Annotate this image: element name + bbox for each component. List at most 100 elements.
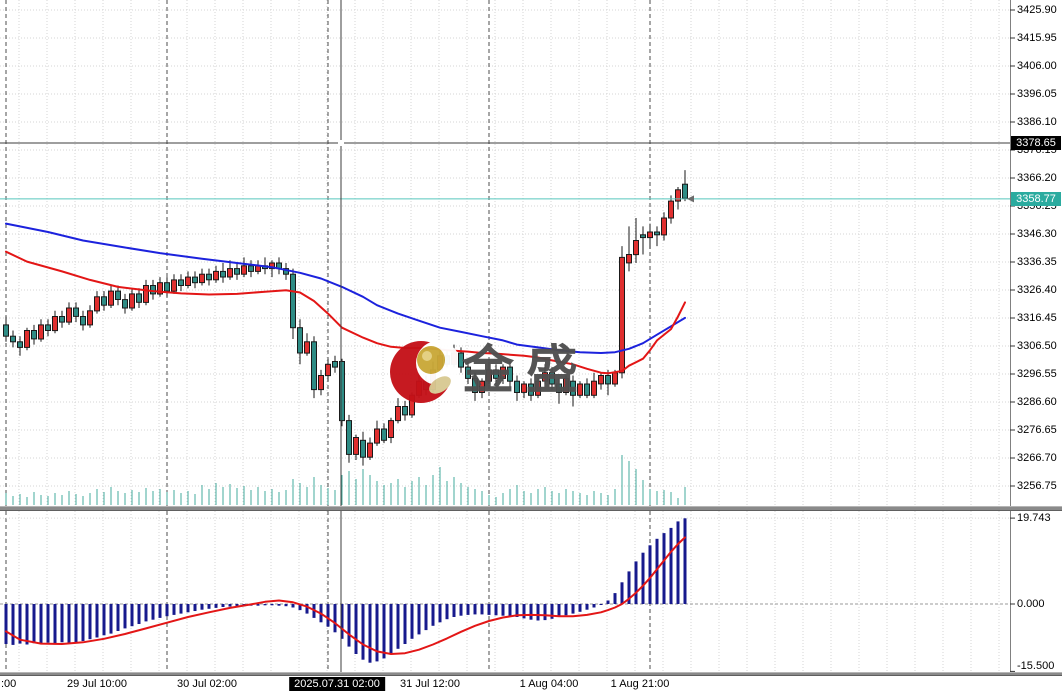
candle xyxy=(570,380,576,396)
macd-histogram-bar xyxy=(354,604,358,654)
candle xyxy=(17,341,23,348)
candle xyxy=(129,293,135,309)
candle xyxy=(45,324,51,331)
macd-histogram-bar xyxy=(655,538,659,605)
macd-histogram-bar xyxy=(123,604,127,629)
macd-histogram-bar xyxy=(46,604,50,643)
candle xyxy=(500,366,506,379)
macd-histogram-bar xyxy=(284,604,288,607)
candle xyxy=(402,406,408,416)
candle xyxy=(66,307,72,323)
macd-zero-label: 0.000 xyxy=(1017,598,1045,610)
macd-histogram-bar xyxy=(683,518,687,604)
macd-histogram-bar xyxy=(270,604,274,606)
candle xyxy=(115,290,121,301)
macd-histogram-bar xyxy=(298,604,302,611)
macd-histogram-bar xyxy=(480,604,484,615)
candle xyxy=(535,380,541,396)
candle xyxy=(269,262,275,270)
candle xyxy=(143,285,149,303)
candle xyxy=(164,282,170,292)
macd-histogram-bar xyxy=(53,604,57,644)
macd-histogram-bar xyxy=(347,604,351,647)
macd-histogram-bar xyxy=(417,604,421,635)
candle xyxy=(577,383,583,396)
candle xyxy=(528,383,534,396)
candle xyxy=(192,276,198,284)
macd-histogram-bar xyxy=(550,604,554,619)
macd-histogram-bar xyxy=(634,561,638,604)
candle xyxy=(171,279,177,292)
candle xyxy=(549,372,555,385)
candle xyxy=(241,265,247,275)
macd-histogram-bar xyxy=(431,604,435,626)
macd-histogram-bar xyxy=(326,604,330,627)
macd-histogram-bar xyxy=(158,604,162,618)
macd-histogram-bar xyxy=(361,604,365,660)
price-axis-label: 3406.00 xyxy=(1017,60,1057,72)
ma-slow-line xyxy=(5,222,686,354)
main-chart-panel[interactable] xyxy=(0,0,1062,506)
candle xyxy=(388,420,394,439)
candle xyxy=(332,361,338,368)
macd-histogram-bar xyxy=(501,604,505,616)
macd-histogram-bar xyxy=(368,604,372,663)
price-axis[interactable]: 3425.90 3415.95 3406.00 3396.05 3386.10 3376.… xyxy=(1010,0,1062,676)
broker-watermark-text: 金盛 xyxy=(462,341,591,401)
macd-histogram-bar xyxy=(445,604,449,620)
macd-histogram-bar xyxy=(536,604,540,621)
crosshair-time-label: 2025.07.31 02:00 xyxy=(289,677,385,691)
candle xyxy=(318,375,324,391)
candle xyxy=(101,296,107,306)
candle xyxy=(654,231,660,236)
macd-histogram-bar xyxy=(4,604,8,644)
candle xyxy=(122,299,128,309)
candle xyxy=(220,270,226,278)
time-axis[interactable]: :00 29 Jul 10:00 30 Jul 02:00 31 Jul 12:00 1… xyxy=(0,676,1062,693)
macd-histogram-bar xyxy=(186,604,190,613)
macd-histogram-bar xyxy=(599,604,603,605)
macd-histogram-bar xyxy=(578,604,582,612)
price-axis-label: 3286.60 xyxy=(1017,396,1057,408)
macd-histogram-bar xyxy=(207,604,211,609)
macd-histogram-bar xyxy=(571,604,575,614)
candle xyxy=(87,310,93,326)
candle xyxy=(521,383,527,393)
macd-histogram-bar xyxy=(235,604,239,607)
candle xyxy=(395,406,401,422)
candle xyxy=(647,231,653,239)
candle xyxy=(24,330,30,348)
macd-histogram-bar xyxy=(340,604,344,639)
macd-histogram-bar xyxy=(543,604,547,621)
time-axis-label: 30 Jul 02:00 xyxy=(177,678,237,690)
macd-histogram-bar xyxy=(256,604,260,606)
candle xyxy=(563,377,569,393)
price-axis-label: 3366.20 xyxy=(1017,172,1057,184)
macd-histogram-bar xyxy=(606,600,610,604)
candle xyxy=(353,437,359,455)
macd-histogram-bar xyxy=(88,604,92,640)
panel-separator[interactable] xyxy=(0,672,1062,676)
macd-histogram-bar xyxy=(452,604,456,617)
price-axis-label: 3256.75 xyxy=(1017,480,1057,492)
price-axis-label: 3316.45 xyxy=(1017,312,1057,324)
candle xyxy=(598,375,604,385)
macd-histogram-bar xyxy=(130,604,134,627)
macd-histogram-bar xyxy=(67,604,71,644)
macd-panel[interactable] xyxy=(0,511,1062,672)
macd-histogram-bar xyxy=(95,604,99,638)
macd-histogram-bar xyxy=(165,604,169,617)
time-axis-label: 29 Jul 10:00 xyxy=(67,678,127,690)
macd-histogram-bar xyxy=(109,604,113,634)
candle xyxy=(206,273,212,281)
candle xyxy=(507,366,513,382)
candle xyxy=(10,335,16,343)
candle xyxy=(311,341,317,391)
macd-histogram-bar xyxy=(487,604,491,615)
panel-separator[interactable] xyxy=(0,506,1062,511)
macd-histogram-bar xyxy=(25,604,29,645)
time-axis-label: 1 Aug 21:00 xyxy=(610,678,670,690)
candle xyxy=(80,316,86,326)
candle xyxy=(584,383,590,396)
macd-histogram-bar xyxy=(382,604,386,659)
